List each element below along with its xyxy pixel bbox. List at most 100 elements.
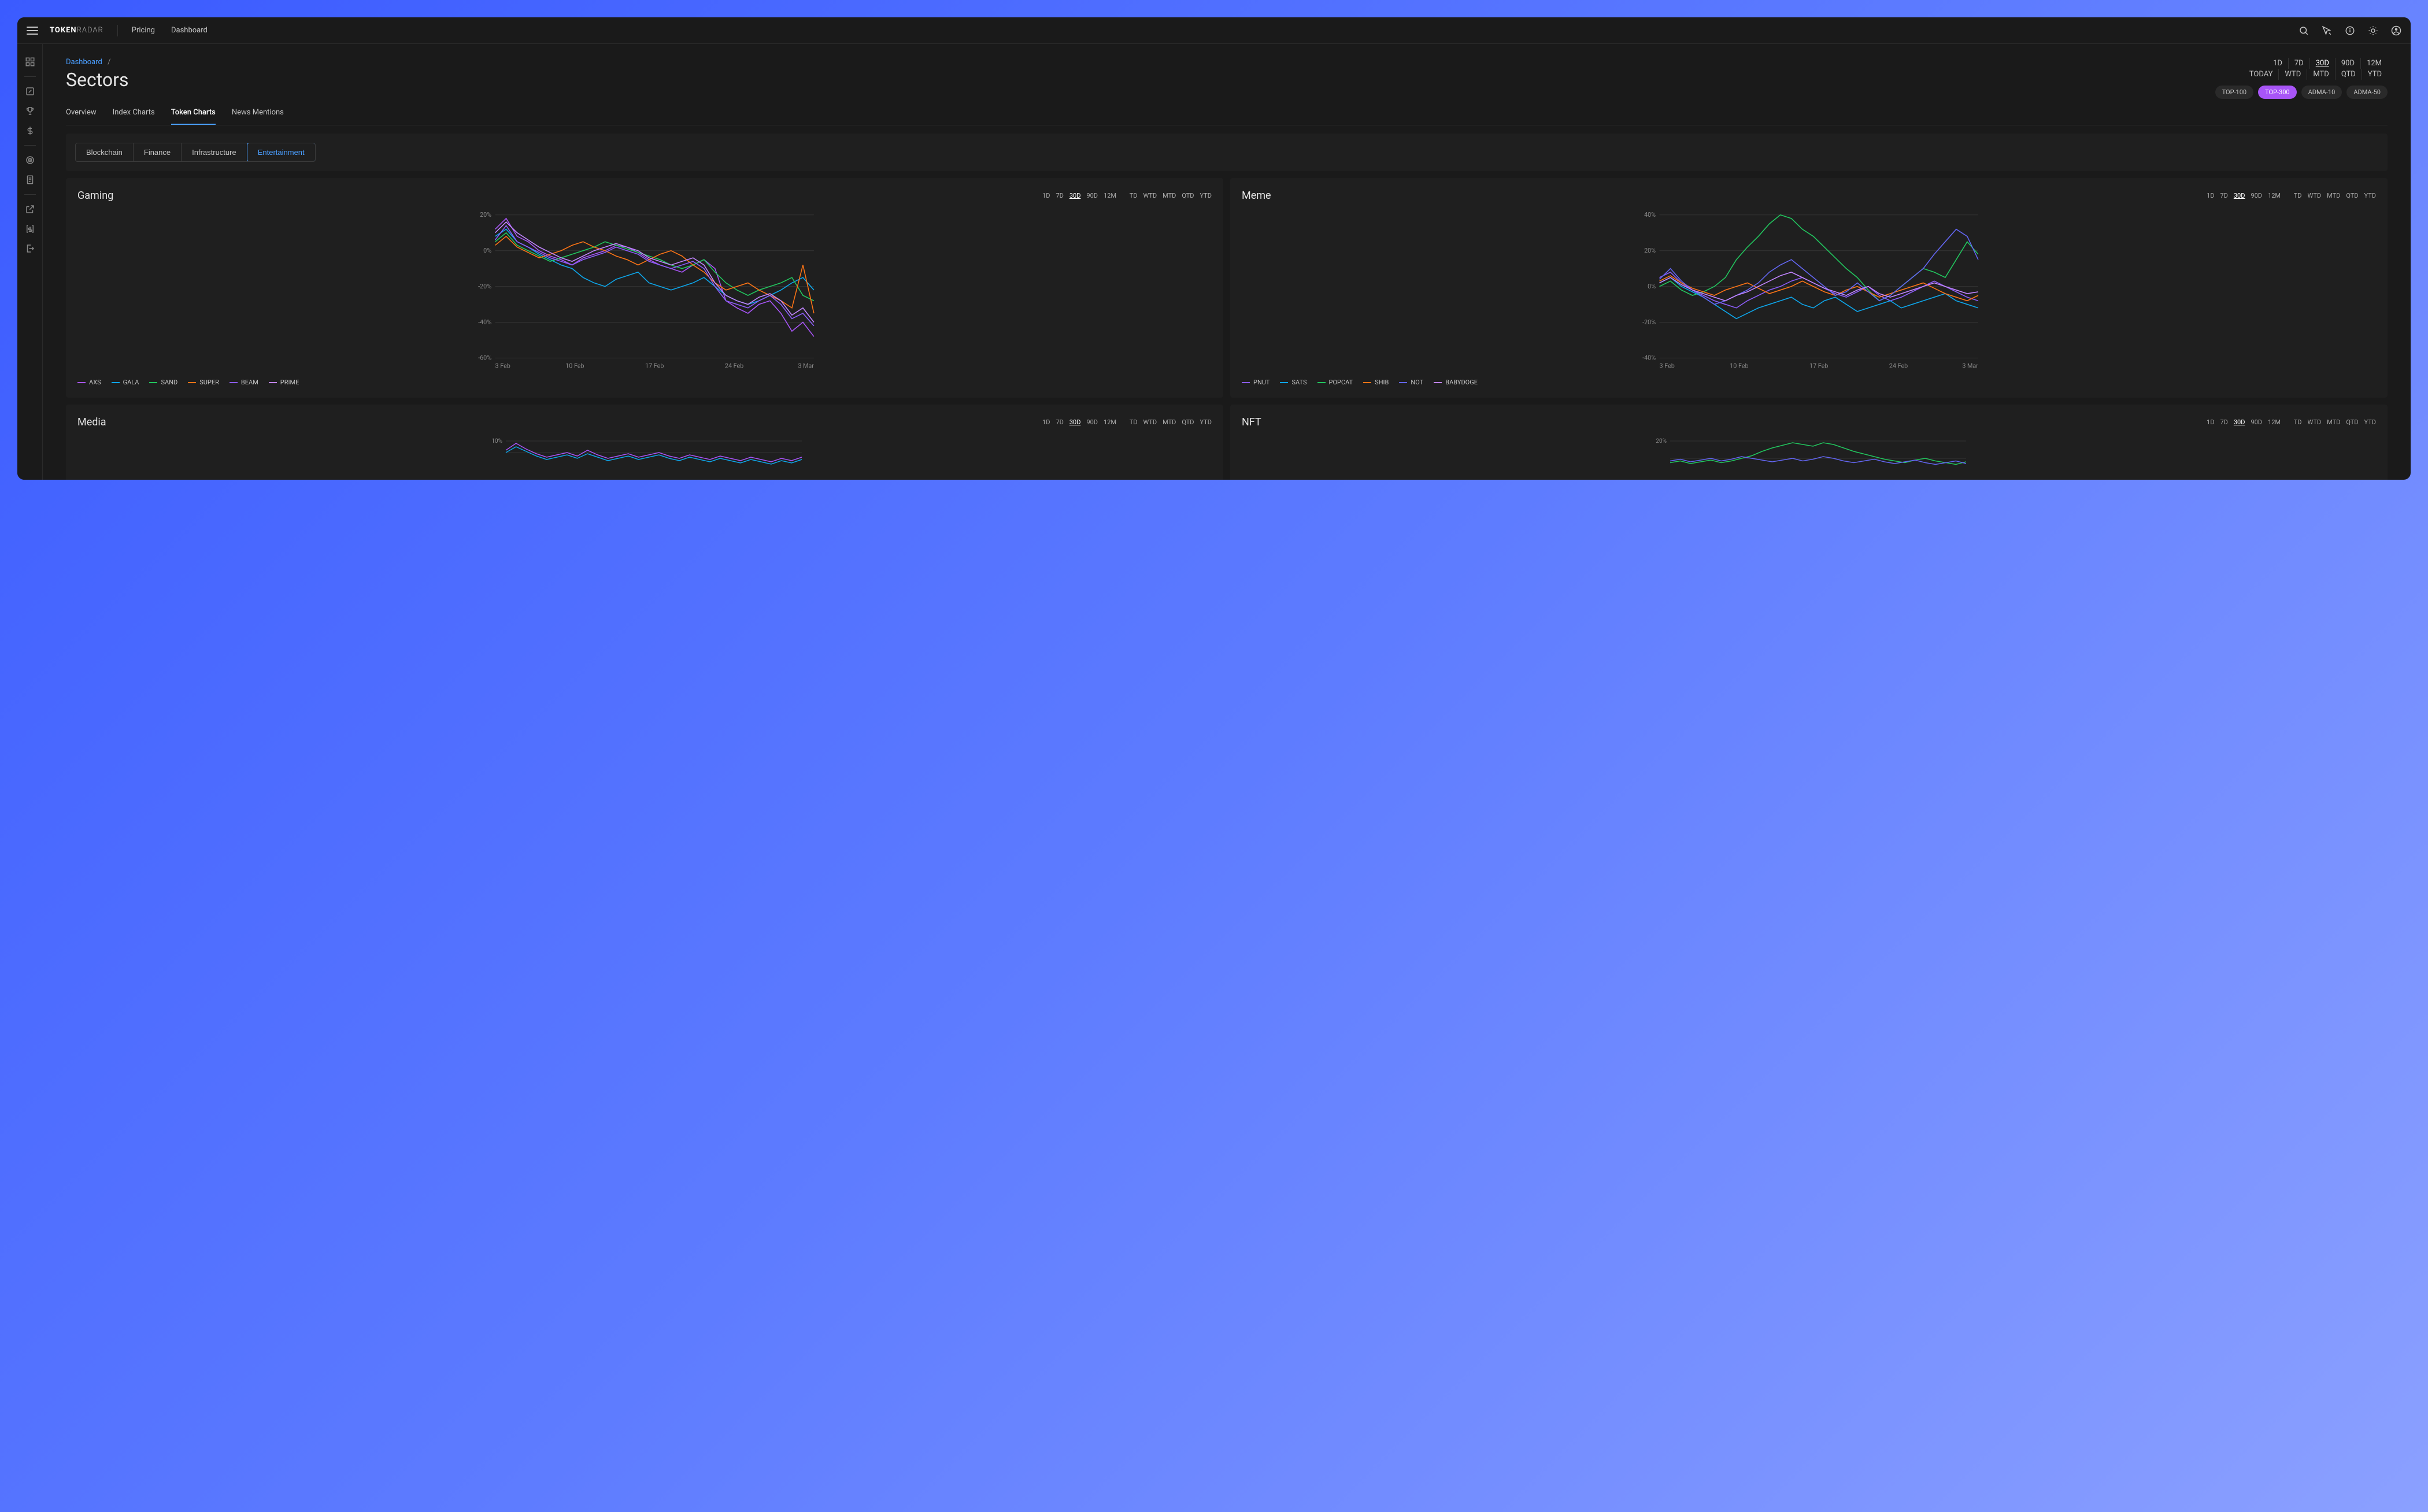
ct-MTD[interactable]: MTD bbox=[2327, 192, 2340, 199]
card-time: 1D 7D 30D 90D 12M TD WTD MTD QTD YTD bbox=[2207, 418, 2376, 426]
legend-sand[interactable]: SAND bbox=[149, 379, 177, 386]
ct-TD[interactable]: TD bbox=[1130, 418, 1138, 426]
legend-axs[interactable]: AXS bbox=[77, 379, 101, 386]
tab-overview[interactable]: Overview bbox=[66, 108, 97, 125]
time-ytd[interactable]: YTD bbox=[2362, 69, 2388, 80]
ct-1D[interactable]: 1D bbox=[2207, 192, 2214, 199]
sidebar-external-icon[interactable] bbox=[25, 204, 35, 214]
time-row-2: TODAYWTDMTDQTDYTD bbox=[2215, 69, 2388, 80]
time-1d[interactable]: 1D bbox=[2267, 58, 2289, 69]
filter-finance[interactable]: Finance bbox=[134, 143, 182, 161]
time-today[interactable]: TODAY bbox=[2244, 69, 2279, 80]
ct-30D[interactable]: 30D bbox=[1069, 192, 1081, 199]
ct-QTD[interactable]: QTD bbox=[1182, 192, 1194, 199]
ct-YTD[interactable]: YTD bbox=[2364, 192, 2376, 199]
time-7d[interactable]: 7D bbox=[2289, 58, 2310, 69]
ct-QTD[interactable]: QTD bbox=[2346, 418, 2358, 426]
cursor-icon[interactable] bbox=[2322, 25, 2332, 36]
time-12m[interactable]: 12M bbox=[2361, 58, 2388, 69]
legend-babydoge[interactable]: BABYDOGE bbox=[1434, 379, 1478, 386]
menu-icon[interactable] bbox=[27, 27, 38, 35]
ct-1D[interactable]: 1D bbox=[2207, 418, 2214, 426]
pill-adma-50[interactable]: ADMA-50 bbox=[2346, 86, 2388, 99]
ct-MTD[interactable]: MTD bbox=[2327, 418, 2340, 426]
ct-QTD[interactable]: QTD bbox=[1182, 418, 1194, 426]
sidebar-doc-icon[interactable] bbox=[25, 175, 35, 185]
ct-30D[interactable]: 30D bbox=[2234, 418, 2245, 426]
tab-news-mentions[interactable]: News Mentions bbox=[232, 108, 284, 125]
ct-WTD[interactable]: WTD bbox=[1143, 418, 1157, 426]
ct-MTD[interactable]: MTD bbox=[1163, 418, 1176, 426]
sidebar-dollar-icon[interactable] bbox=[25, 125, 35, 136]
ct-7D[interactable]: 7D bbox=[1056, 418, 1063, 426]
filter-blockchain[interactable]: Blockchain bbox=[76, 143, 134, 161]
ct-7D[interactable]: 7D bbox=[2220, 192, 2227, 199]
ct-12M[interactable]: 12M bbox=[2268, 418, 2281, 426]
chart-header: NFT 1D7D30D90D12M TDWTDMTDQTDYTD bbox=[1242, 416, 2376, 428]
ct-TD[interactable]: TD bbox=[1130, 192, 1138, 199]
ct-WTD[interactable]: WTD bbox=[2308, 192, 2322, 199]
ct-WTD[interactable]: WTD bbox=[2308, 418, 2322, 426]
time-90d[interactable]: 90D bbox=[2336, 58, 2361, 69]
sidebar-target-icon[interactable] bbox=[25, 155, 35, 165]
ct-7D[interactable]: 7D bbox=[1056, 192, 1063, 199]
legend-gala[interactable]: GALA bbox=[112, 379, 139, 386]
ct-30D[interactable]: 30D bbox=[1069, 418, 1081, 426]
pill-adma-10[interactable]: ADMA-10 bbox=[2301, 86, 2342, 99]
filter-infrastructure[interactable]: Infrastructure bbox=[182, 143, 247, 161]
legend-pnut[interactable]: PNUT bbox=[1242, 379, 1269, 386]
ct-MTD[interactable]: MTD bbox=[1163, 192, 1176, 199]
ct-12M[interactable]: 12M bbox=[1104, 192, 1116, 199]
info-icon[interactable] bbox=[2345, 25, 2355, 36]
main: Dashboard / Sectors 1D7D30D90D12M TODAYW… bbox=[43, 44, 2411, 480]
breadcrumb-root[interactable]: Dashboard bbox=[66, 58, 102, 66]
legend-beam[interactable]: BEAM bbox=[230, 379, 258, 386]
tab-index-charts[interactable]: Index Charts bbox=[113, 108, 155, 125]
ct-YTD[interactable]: YTD bbox=[1200, 192, 1212, 199]
theme-icon[interactable] bbox=[2368, 25, 2378, 36]
sidebar-bracket-icon[interactable] bbox=[25, 224, 35, 234]
nav-dashboard[interactable]: Dashboard bbox=[171, 26, 208, 35]
logo: TOKENRADAR bbox=[50, 26, 103, 35]
user-icon[interactable] bbox=[2391, 25, 2401, 36]
ct-TD[interactable]: TD bbox=[2294, 192, 2302, 199]
svg-text:0%: 0% bbox=[1648, 283, 1656, 290]
ct-QTD[interactable]: QTD bbox=[2346, 192, 2358, 199]
ct-TD[interactable]: TD bbox=[2294, 418, 2302, 426]
legend-shib[interactable]: SHIB bbox=[1363, 379, 1389, 386]
card-time: 1D 7D 30D 90D 12M TD WTD MTD QTD YTD bbox=[1042, 418, 1212, 426]
legend-popcat[interactable]: POPCAT bbox=[1317, 379, 1353, 386]
legend-sats[interactable]: SATS bbox=[1280, 379, 1306, 386]
ct-YTD[interactable]: YTD bbox=[1200, 418, 1212, 426]
ct-90D[interactable]: 90D bbox=[2251, 418, 2262, 426]
sidebar-trophy-icon[interactable] bbox=[25, 106, 35, 116]
legend-super[interactable]: SUPER bbox=[188, 379, 219, 386]
ct-90D[interactable]: 90D bbox=[1086, 192, 1098, 199]
ct-12M[interactable]: 12M bbox=[2268, 192, 2281, 199]
ct-30D[interactable]: 30D bbox=[2234, 192, 2245, 199]
time-row-1: 1D7D30D90D12M bbox=[2215, 58, 2388, 69]
sidebar-explore-icon[interactable] bbox=[25, 86, 35, 97]
ct-YTD[interactable]: YTD bbox=[2364, 418, 2376, 426]
time-mtd[interactable]: MTD bbox=[2307, 69, 2335, 80]
pill-top-300[interactable]: TOP-300 bbox=[2258, 86, 2297, 99]
ct-WTD[interactable]: WTD bbox=[1143, 192, 1157, 199]
sidebar-logout-icon[interactable] bbox=[25, 243, 35, 254]
time-wtd[interactable]: WTD bbox=[2279, 69, 2307, 80]
ct-1D[interactable]: 1D bbox=[1042, 418, 1050, 426]
tab-token-charts[interactable]: Token Charts bbox=[171, 108, 216, 125]
ct-90D[interactable]: 90D bbox=[1086, 418, 1098, 426]
legend-not[interactable]: NOT bbox=[1399, 379, 1423, 386]
search-icon[interactable] bbox=[2299, 25, 2309, 36]
time-qtd[interactable]: QTD bbox=[2336, 69, 2362, 80]
filter-entertainment[interactable]: Entertainment bbox=[247, 143, 316, 162]
ct-90D[interactable]: 90D bbox=[2251, 192, 2262, 199]
sidebar-dashboard-icon[interactable] bbox=[25, 57, 35, 67]
time-30d[interactable]: 30D bbox=[2310, 58, 2336, 69]
ct-1D[interactable]: 1D bbox=[1042, 192, 1050, 199]
ct-12M[interactable]: 12M bbox=[1104, 418, 1116, 426]
pill-top-100[interactable]: TOP-100 bbox=[2215, 86, 2254, 99]
nav-pricing[interactable]: Pricing bbox=[132, 26, 155, 35]
legend-prime[interactable]: PRIME bbox=[269, 379, 299, 386]
ct-7D[interactable]: 7D bbox=[2220, 418, 2227, 426]
